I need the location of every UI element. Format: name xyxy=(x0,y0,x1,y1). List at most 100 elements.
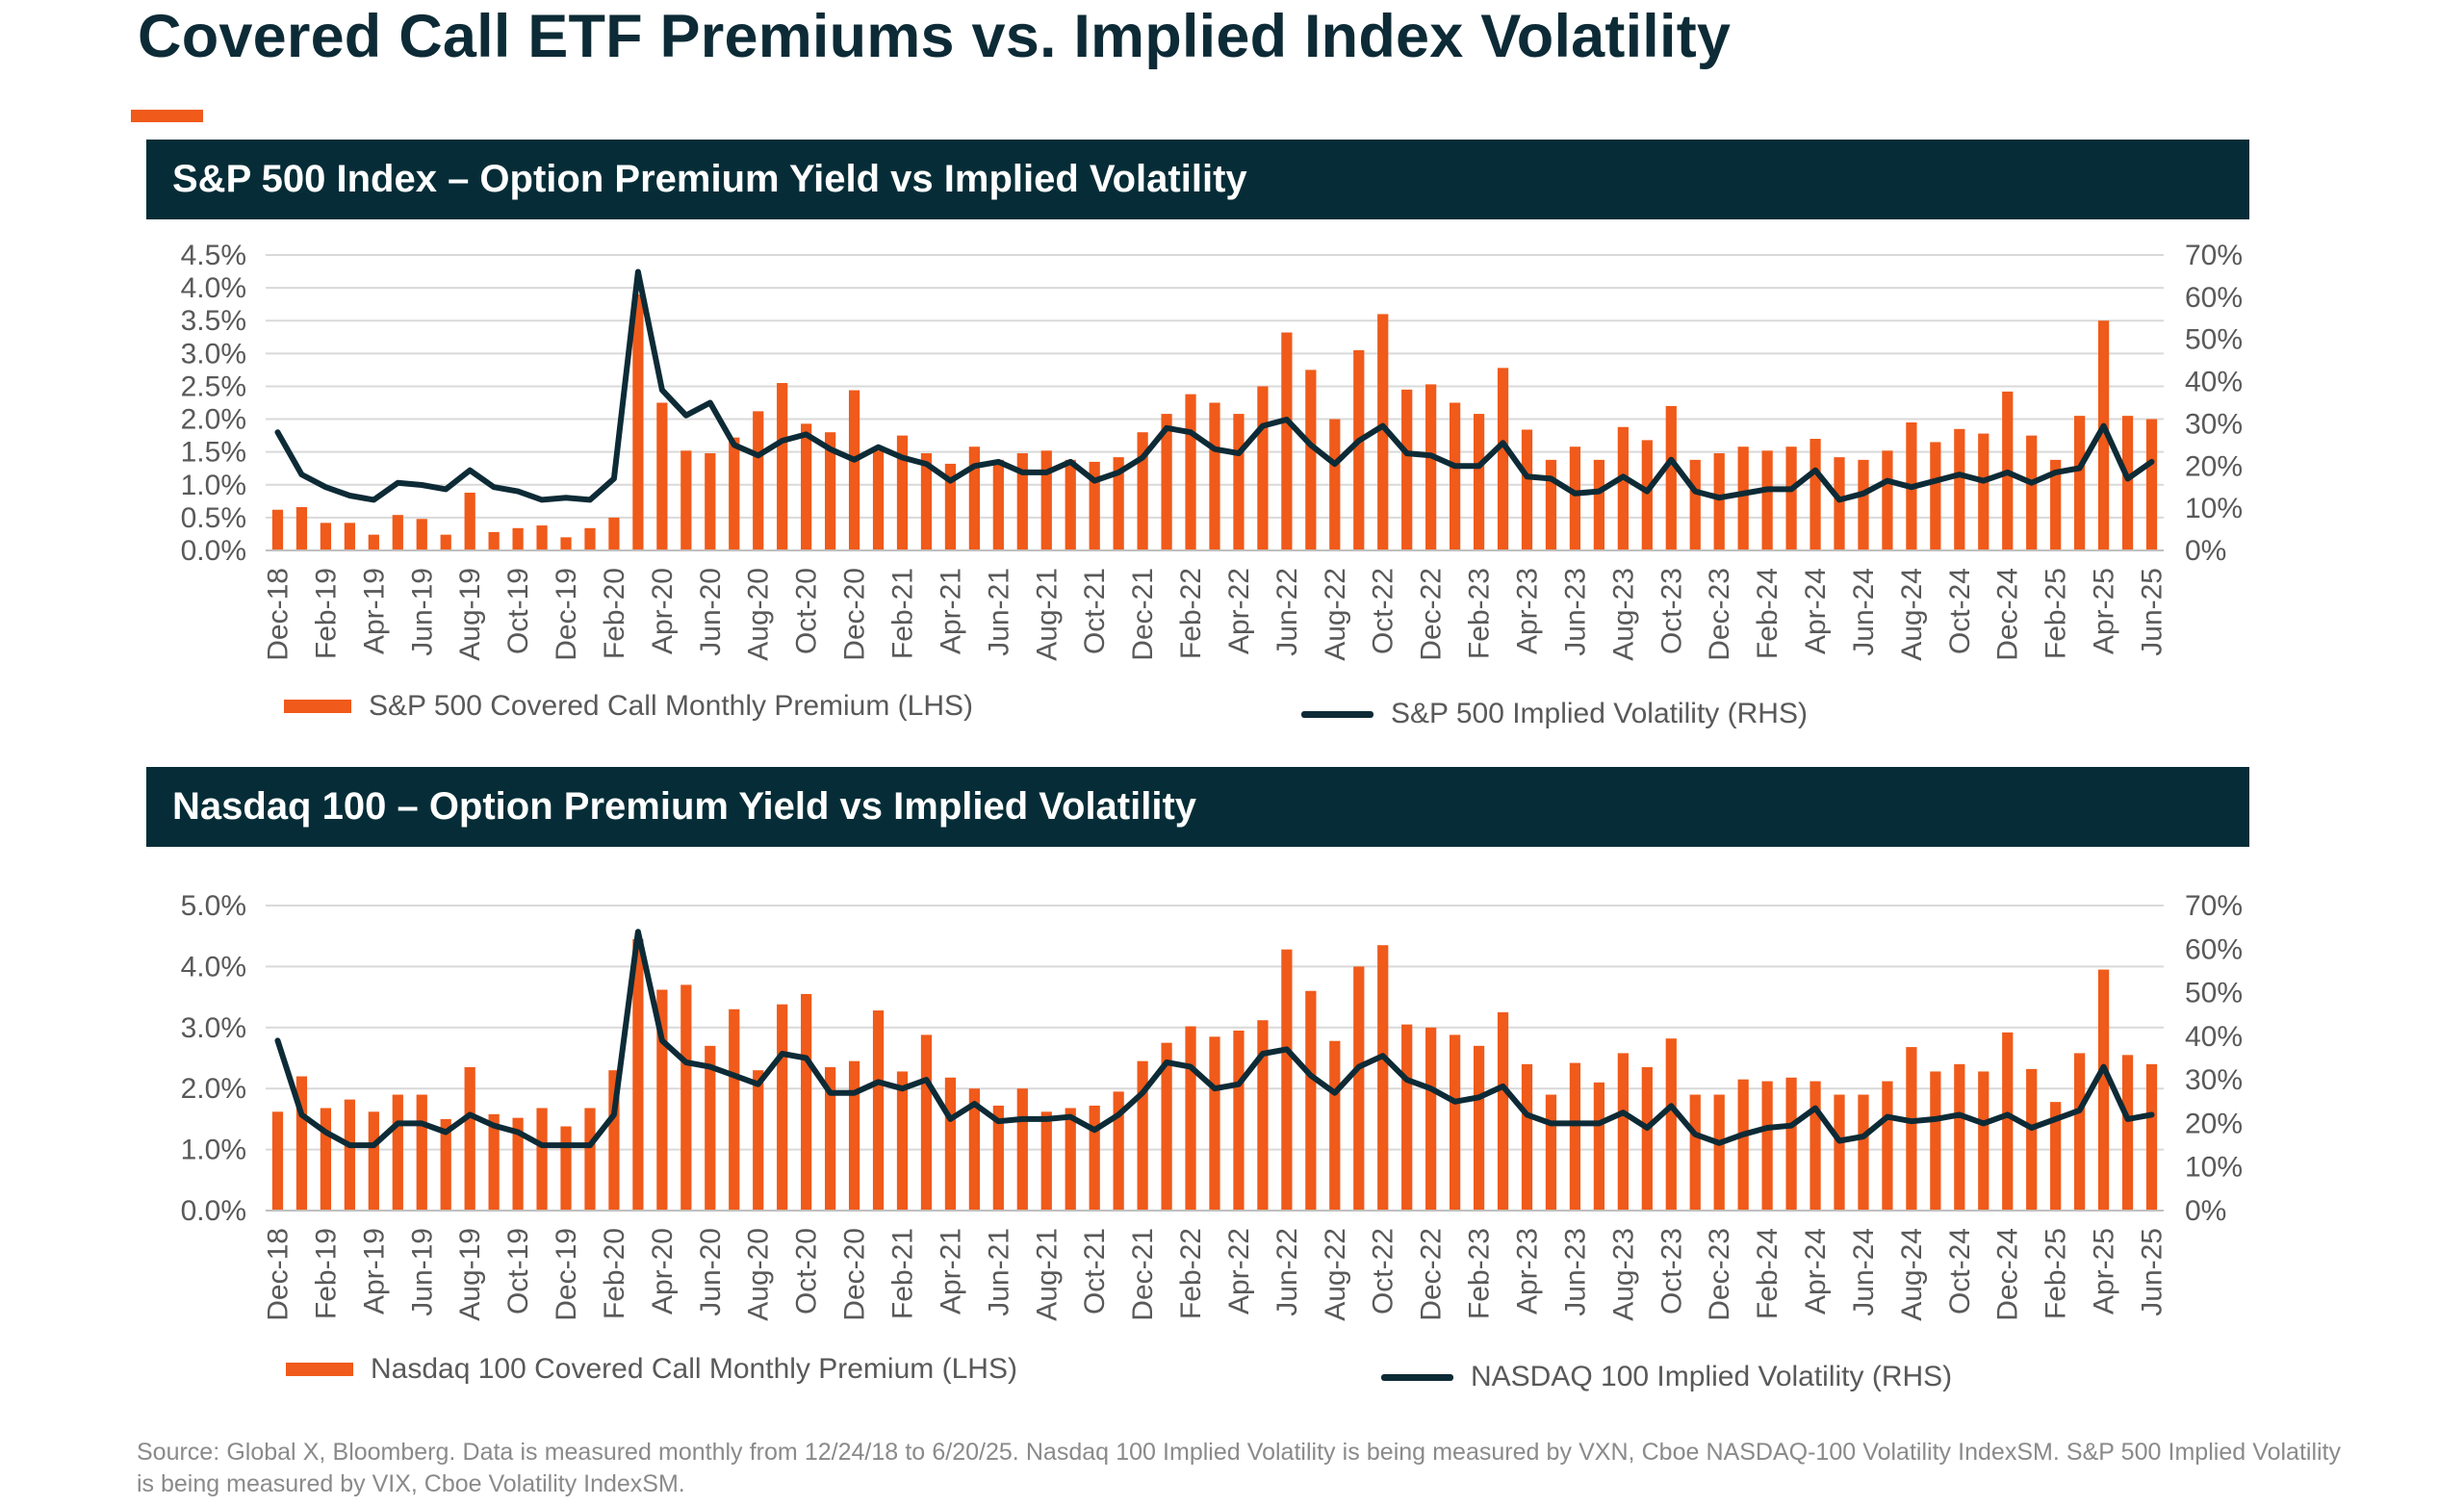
premium-bar xyxy=(1353,966,1365,1211)
y-right-tick-label: 10% xyxy=(2185,493,2243,524)
x-tick-label: Jun-21 xyxy=(983,1228,1014,1316)
x-tick-label: Dec-21 xyxy=(1127,568,1159,661)
x-tick-label: Dec-24 xyxy=(1992,568,2024,661)
premium-bar xyxy=(801,423,812,550)
premium-bar xyxy=(1089,461,1100,550)
y-left-tick-label: 4.0% xyxy=(181,272,246,304)
y-left-tick-label: 3.0% xyxy=(181,1012,246,1044)
legend-line-swatch xyxy=(1381,1373,1453,1381)
premium-bar xyxy=(1906,1047,1917,1211)
x-tick-label: Apr-24 xyxy=(1800,568,1832,654)
premium-bar xyxy=(1281,332,1293,550)
x-tick-label: Apr-20 xyxy=(647,1228,679,1315)
implied-volatility-line xyxy=(274,929,2155,1149)
source-note: Source: Global X, Bloomberg. Data is mea… xyxy=(137,1439,2341,1497)
premium-bar xyxy=(488,1113,500,1211)
y-right-tick-label: 70% xyxy=(2185,240,2243,271)
premium-bar xyxy=(920,1034,933,1211)
premium-bar xyxy=(2097,320,2110,550)
sp500-premium-vol-chart: 0.0%0.5%1.0%1.5%2.0%2.5%3.0%3.5%4.0%4.5%… xyxy=(181,240,2243,661)
premium-bar xyxy=(753,1070,764,1211)
x-tick-label: Feb-24 xyxy=(1752,1228,1784,1319)
x-tick-label: Oct-20 xyxy=(791,568,823,654)
premium-bar xyxy=(680,984,692,1211)
premium-bar xyxy=(656,989,668,1211)
premium-bar xyxy=(536,525,548,550)
premium-bar xyxy=(1329,419,1341,550)
premium-bar xyxy=(584,1108,596,1211)
x-tick-label: Oct-22 xyxy=(1368,568,1399,654)
premium-bar xyxy=(1040,450,1052,550)
y-left-tick-label: 2.5% xyxy=(181,370,246,402)
sp500-legend-volatility: S&P 500 Implied Volatility (RHS) xyxy=(1301,698,1808,730)
premium-bar xyxy=(1401,1024,1413,1211)
y-left-tick-label: 0.5% xyxy=(181,502,246,534)
x-tick-label: Feb-24 xyxy=(1752,568,1784,659)
premium-bar xyxy=(2074,1053,2086,1211)
premium-bar xyxy=(536,1108,548,1211)
x-tick-label: Aug-21 xyxy=(1031,568,1063,661)
premium-bar xyxy=(1257,1020,1269,1211)
premium-bar xyxy=(968,447,980,550)
legend-label: S&P 500 Implied Volatility (RHS) xyxy=(1391,698,1808,729)
x-tick-label: Oct-22 xyxy=(1368,1228,1399,1315)
x-tick-label: Aug-20 xyxy=(743,568,775,661)
premium-bar xyxy=(1185,1026,1196,1211)
x-tick-label: Jun-23 xyxy=(1559,1228,1591,1316)
x-tick-label: Jun-22 xyxy=(1271,568,1303,656)
x-tick-label: Apr-23 xyxy=(1512,1228,1544,1315)
nasdaq-premium-vol-chart: 0.0% 1.0% 2.0% 3.0% 4.0% 5.0% 0% 10% 20% 30% 40% 50… xyxy=(181,890,2243,1321)
premium-bar xyxy=(824,432,836,550)
premium-bar xyxy=(608,1070,620,1211)
y-right-tick-label: 20% xyxy=(2185,450,2243,482)
premium-bar xyxy=(753,411,764,550)
x-tick-label: Jun-24 xyxy=(1848,1228,1880,1316)
premium-bar xyxy=(1425,1027,1437,1211)
x-tick-label: Aug-22 xyxy=(1320,568,1351,661)
premium-bar xyxy=(2097,969,2110,1211)
premium-bar xyxy=(2050,459,2062,550)
y-left-tick-label: 3.0% xyxy=(181,338,246,370)
premium-bar xyxy=(464,492,475,550)
x-tick-label: Aug-19 xyxy=(454,1228,486,1321)
premium-bar xyxy=(872,1010,885,1211)
x-tick-label: Oct-23 xyxy=(1656,1228,1687,1315)
premium-bar xyxy=(1954,428,1965,550)
premium-bar xyxy=(1858,1094,1869,1211)
premium-bar xyxy=(1689,459,1701,550)
premium-bar xyxy=(1113,457,1124,550)
x-tick-label: Apr-25 xyxy=(2089,1228,2120,1315)
premium-bar xyxy=(1377,945,1389,1211)
premium-bar xyxy=(1113,1091,1124,1211)
y-left-tick-label: 0.0% xyxy=(181,1195,246,1227)
x-tick-label: Apr-22 xyxy=(1223,568,1255,654)
y-right-tick-label: 20% xyxy=(2185,1108,2243,1139)
x-tick-label: Dec-22 xyxy=(1416,1228,1448,1321)
premium-bar xyxy=(1761,450,1773,550)
x-tick-label: Apr-24 xyxy=(1800,1228,1832,1315)
premium-bar xyxy=(1617,426,1629,550)
x-tick-label: Aug-22 xyxy=(1320,1228,1351,1321)
premium-bar xyxy=(320,1108,332,1211)
y-left-tick-label: 3.5% xyxy=(181,305,246,337)
premium-bar xyxy=(295,1076,308,1211)
x-tick-label: Jun-20 xyxy=(695,1228,727,1316)
y-right-tick-label: 60% xyxy=(2185,282,2243,314)
premium-bar xyxy=(392,1094,403,1211)
premium-bar xyxy=(1737,447,1749,550)
sp500-legend-premium: S&P 500 Covered Call Monthly Premium (LH… xyxy=(284,690,973,723)
x-tick-label: Oct-19 xyxy=(502,568,534,654)
premium-bar xyxy=(392,515,403,550)
premium-bar xyxy=(488,531,500,550)
x-tick-label: Oct-23 xyxy=(1656,568,1687,654)
y-left-tick-label: 2.0% xyxy=(181,404,246,436)
premium-bar xyxy=(320,523,332,550)
premium-bar xyxy=(1521,1063,1533,1211)
premium-bar xyxy=(1137,1060,1148,1211)
premium-bar xyxy=(1665,1038,1677,1211)
premium-bar xyxy=(2121,416,2134,550)
x-tick-label: Jun-25 xyxy=(2137,568,2169,656)
premium-bar xyxy=(1185,394,1196,550)
premium-bar xyxy=(1016,1088,1028,1211)
premium-bar xyxy=(944,1077,957,1211)
